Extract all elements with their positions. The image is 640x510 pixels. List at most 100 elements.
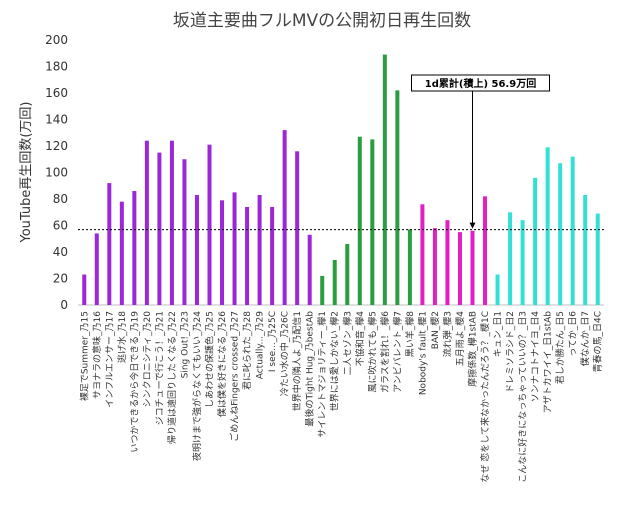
x-tick-label: 君に叱られた_乃28 <box>242 311 253 390</box>
y-tick-label: 20 <box>53 272 68 286</box>
x-tick-label: 五月雨よ_櫻4 <box>454 311 466 367</box>
bar <box>583 195 588 305</box>
bar <box>570 156 575 305</box>
x-tick-label: ってか_日6 <box>568 311 579 357</box>
bar <box>220 200 225 305</box>
bar <box>182 159 187 305</box>
x-tick-label: Nobody's fault_櫻1 <box>416 311 428 395</box>
annotation-arrowhead <box>469 222 476 229</box>
bar <box>558 163 563 305</box>
x-tick-label: いつかできるから今日できる_乃19 <box>128 311 140 453</box>
bar <box>295 151 300 305</box>
bar <box>533 177 538 305</box>
bar <box>432 228 437 305</box>
x-tick-label: ガラスを割れ！_欅6 <box>379 311 391 393</box>
bar <box>320 275 325 305</box>
y-tick-label: 160 <box>45 86 68 100</box>
x-tick-label: インフルエンサー_乃17 <box>104 311 115 408</box>
x-tick-label: 黒い羊_欅8 <box>404 311 416 358</box>
y-tick-label: 0 <box>60 298 68 312</box>
chart-title: 坂道主要曲フルMVの公開初日再生回数 <box>173 11 471 31</box>
x-tick-label: アザトカワイイ_日1stAb <box>543 311 554 414</box>
y-axis-ticks: 0 20 40 60 80 100 120 140 160 180 200 <box>45 33 68 312</box>
bar <box>157 152 162 305</box>
x-tick-label: サイレントマジョリティー_欅1 <box>317 311 328 438</box>
annotation-box <box>411 74 550 92</box>
x-tick-label: サヨナラの意味_乃16 <box>91 311 103 399</box>
x-tick-label: I see..._乃25C <box>267 311 278 372</box>
y-axis-label: YouTube再生回数(万回) <box>19 101 34 243</box>
x-tick-label: ジコチューで行こう！_乃21 <box>153 311 165 425</box>
x-tick-label: 青春の馬_日4C <box>592 311 604 373</box>
bar <box>508 212 513 305</box>
bar <box>132 191 137 305</box>
x-tick-label: 最後のTight Hug_乃bestAb <box>304 311 316 427</box>
x-tick-label: 僕は僕を好きになる_乃26 <box>216 311 228 417</box>
bars <box>78 54 604 306</box>
x-tick-label: 二人セゾン_欅3 <box>342 311 353 375</box>
bar <box>245 206 250 305</box>
x-tick-label: 世界中の隣人よ_乃配信1 <box>291 311 303 411</box>
x-tick-label: 冷たい水の中_乃26C <box>279 311 291 396</box>
x-tick-label: 僕なんか_日7 <box>579 311 591 366</box>
bar <box>520 220 525 305</box>
annotation-label: 1d累計(積上) 56.9万回 <box>425 77 536 90</box>
x-tick-label: 世界には愛しかない_欅2 <box>329 311 341 411</box>
x-tick-label: アンビバレント_欅7 <box>392 311 403 393</box>
x-tick-label: 摩擦係数_欅1stAB <box>467 311 479 387</box>
bar <box>545 147 550 305</box>
bar <box>395 90 400 305</box>
bar <box>119 201 124 305</box>
y-tick-label: 80 <box>53 192 68 206</box>
bar <box>282 130 287 305</box>
bar <box>370 139 375 305</box>
bar <box>144 140 149 305</box>
x-tick-label: ごめんねFingers crossed_乃27 <box>229 311 241 442</box>
bar <box>332 259 337 305</box>
y-tick-label: 140 <box>45 113 68 127</box>
x-tick-label: ドレミソラシド_日2 <box>505 311 516 393</box>
x-tick-label: ソンナコトナイヨ_日4 <box>530 311 541 403</box>
bar <box>207 144 212 305</box>
x-tick-label: BAN_櫻2 <box>429 311 441 349</box>
bar <box>457 232 462 305</box>
x-tick-label: 逃げ水_乃18 <box>116 311 128 363</box>
bar <box>107 183 112 305</box>
bar <box>407 229 412 305</box>
x-tick-label: 風に吹かれても_欅5 <box>366 311 378 393</box>
x-tick-label: 帰り道は遠回りしたくなる_乃22 <box>166 311 178 444</box>
y-tick-label: 60 <box>53 219 68 233</box>
bar <box>345 244 350 305</box>
bar <box>382 54 387 306</box>
bar <box>94 233 99 305</box>
bar <box>270 206 275 305</box>
x-tick-label: 流れ弾_櫻3 <box>441 311 453 357</box>
bar <box>169 140 174 305</box>
x-tick-label: 不協和音_欅4 <box>354 311 366 367</box>
x-tick-label: こんなに好きになっちゃっていいの？_日3 <box>517 311 529 483</box>
x-tick-label: Actually..._乃29 <box>255 311 266 380</box>
x-tick-label: キュン_日1 <box>493 311 504 357</box>
y-tick-label: 120 <box>45 139 68 153</box>
bar <box>483 196 488 305</box>
x-tick-label: 君しか勝たん_日5 <box>554 311 566 384</box>
bar <box>495 274 500 305</box>
x-tick-label: Sing Out!_乃23 <box>179 311 190 378</box>
x-tick-label: シンクロニシティ_乃20 <box>142 311 153 408</box>
bar <box>82 274 87 305</box>
bar <box>194 195 199 305</box>
x-tick-label: 裸足でSummer_乃15 <box>78 311 90 401</box>
x-tick-label: 夜明けまで強がらなくてもいい_乃24 <box>191 311 203 461</box>
bar <box>420 204 425 305</box>
bar <box>357 136 362 305</box>
bar <box>470 230 475 305</box>
bar <box>595 213 600 305</box>
annotation: 1d累計(積上) 56.9万回 <box>411 74 550 229</box>
bar <box>232 192 237 305</box>
y-tick-label: 180 <box>45 60 68 74</box>
bar <box>307 234 312 305</box>
bar <box>257 195 262 305</box>
y-tick-label: 40 <box>53 245 68 259</box>
